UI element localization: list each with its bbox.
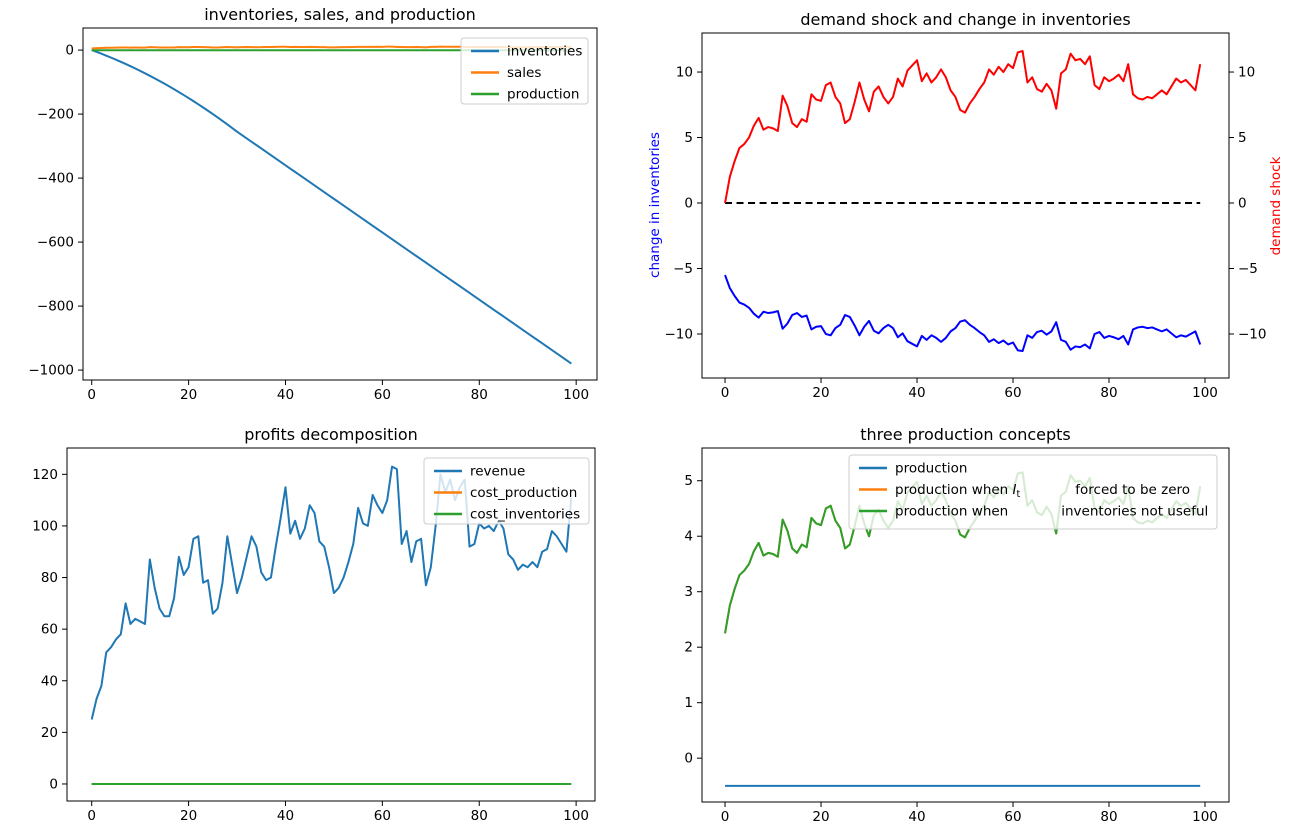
x-tick-label: 40: [908, 809, 925, 825]
x-tick-label: 80: [471, 808, 488, 824]
x-tick-label: 60: [1004, 385, 1021, 401]
y-tick-label: 5: [684, 130, 693, 146]
y-tick-label: −800: [37, 299, 74, 315]
legend-label: production: [895, 461, 968, 477]
x-tick-label: 20: [180, 387, 197, 403]
legend-label: sales: [507, 65, 541, 81]
y-tick-label: 120: [32, 467, 58, 483]
y-tick-label: −600: [37, 235, 74, 251]
y-axis-left: 0 −200 −400 −600 −800 −1000: [28, 43, 83, 379]
x-tick-label: 80: [1100, 385, 1117, 401]
x-tick-label: 0: [87, 387, 96, 403]
chart-title: three production concepts: [860, 425, 1071, 444]
legend: production production when It forced to be…: [848, 454, 1218, 530]
y-tick-label: 0: [1238, 196, 1247, 212]
x-tick-label: 0: [721, 809, 730, 825]
legend-label: cost_inventories: [470, 507, 580, 523]
x-axis: 0 20 40 60 80 100: [87, 801, 589, 824]
y-tick-label: 0: [65, 43, 74, 59]
chart-demand-shock-and-change-in-inventories: 0 20 40 60 80 100 10 5 0 −5 −10 10 5 0 −5 −10 change in …: [647, 10, 1284, 401]
x-axis: 0 20 40 60 80 100: [721, 802, 1218, 825]
x-tick-label: 60: [374, 387, 391, 403]
y-tick-label: 2: [684, 640, 693, 656]
legend-label: production when It forced to be zero: [895, 482, 1190, 500]
x-tick-label: 100: [1192, 809, 1218, 825]
axes-spines: [701, 32, 1230, 379]
chart-three-production-concepts: 0 20 40 60 80 100 0 1 2 3 4 5 three production conce…: [684, 425, 1230, 825]
legend: revenue cost_production cost_inventories: [423, 457, 590, 525]
legend: inventories sales production: [460, 37, 589, 105]
y-tick-label: −200: [37, 107, 74, 123]
y-axis-label-right: demand shock: [1268, 156, 1284, 255]
chart-title: demand shock and change in inventories: [800, 10, 1130, 29]
chart-title: inventories, sales, and production: [204, 5, 476, 24]
x-tick-label: 40: [277, 808, 294, 824]
x-tick-label: 60: [1004, 809, 1021, 825]
x-tick-label: 80: [1100, 809, 1117, 825]
chart-profits-decomposition: 0 20 40 60 80 100 0 20 40 60 80 100 120 profits decom…: [32, 425, 596, 824]
y-tick-label: 80: [41, 570, 58, 586]
chart-inventories-sales-production: 0 20 40 60 80 100 0 −200 −400 −600 −800 −1000 invent…: [28, 5, 598, 403]
y-axis-left: 0 1 2 3 4 5: [684, 473, 702, 767]
x-tick-label: 60: [374, 808, 391, 824]
x-tick-label: 0: [721, 385, 730, 401]
y-tick-label: 60: [41, 622, 58, 638]
y-tick-label: −400: [37, 171, 74, 187]
legend-label: cost_production: [470, 485, 577, 501]
axes-spines: [66, 447, 596, 802]
legend-frame: [460, 37, 589, 105]
y-tick-label: 10: [1238, 65, 1255, 81]
y-axis-right: 10 5 0 −5 −10: [1229, 65, 1267, 342]
y-tick-label: −10: [665, 326, 694, 342]
legend-label: inventories: [507, 44, 582, 60]
legend-label: production when inventories not useful: [895, 504, 1208, 520]
x-tick-label: 40: [277, 387, 294, 403]
series-inventories: [91, 49, 572, 365]
y-tick-label: 1: [684, 695, 693, 711]
axes-spines: [701, 447, 1230, 803]
y-tick-label: −10: [1238, 326, 1267, 342]
series-demand-shock: [724, 50, 1202, 204]
y-tick-label: 4: [684, 529, 693, 545]
y-tick-label: 0: [49, 776, 58, 792]
y-tick-label: −5: [673, 261, 693, 277]
x-tick-label: 40: [908, 385, 925, 401]
axes-spines: [82, 27, 598, 381]
legend-frame: [423, 457, 590, 525]
series-revenue: [90, 465, 573, 720]
chart-title: profits decomposition: [244, 425, 418, 444]
legend-label: production: [507, 87, 580, 103]
legend-label: revenue: [470, 464, 525, 480]
y-tick-label: 5: [684, 473, 693, 489]
y-tick-label: 3: [684, 584, 693, 600]
y-tick-label: −1000: [28, 363, 74, 379]
series-change-in-inventories: [724, 274, 1202, 353]
y-tick-label: 5: [1238, 130, 1247, 146]
y-tick-label: 0: [684, 196, 693, 212]
y-tick-label: 0: [684, 751, 693, 767]
x-axis: 0 20 40 60 80 100: [87, 380, 589, 403]
x-tick-label: 100: [563, 387, 589, 403]
x-tick-label: 20: [812, 809, 829, 825]
y-tick-label: 10: [676, 65, 693, 81]
y-tick-label: 100: [32, 518, 58, 534]
x-tick-label: 100: [563, 808, 589, 824]
x-tick-label: 20: [812, 385, 829, 401]
y-tick-label: −5: [1238, 261, 1258, 277]
legend-frame: [848, 454, 1218, 530]
y-tick-label: 40: [41, 673, 58, 689]
x-tick-label: 20: [180, 808, 197, 824]
y-axis-left: 0 20 40 60 80 100 120: [32, 467, 67, 792]
x-axis: 0 20 40 60 80 100: [721, 378, 1218, 401]
y-axis-left: 10 5 0 −5 −10: [665, 65, 702, 342]
x-tick-label: 100: [1192, 385, 1218, 401]
x-tick-label: 0: [87, 808, 96, 824]
y-axis-label-left: change in inventories: [647, 132, 663, 278]
y-tick-label: 20: [41, 725, 58, 741]
x-tick-label: 80: [471, 387, 488, 403]
